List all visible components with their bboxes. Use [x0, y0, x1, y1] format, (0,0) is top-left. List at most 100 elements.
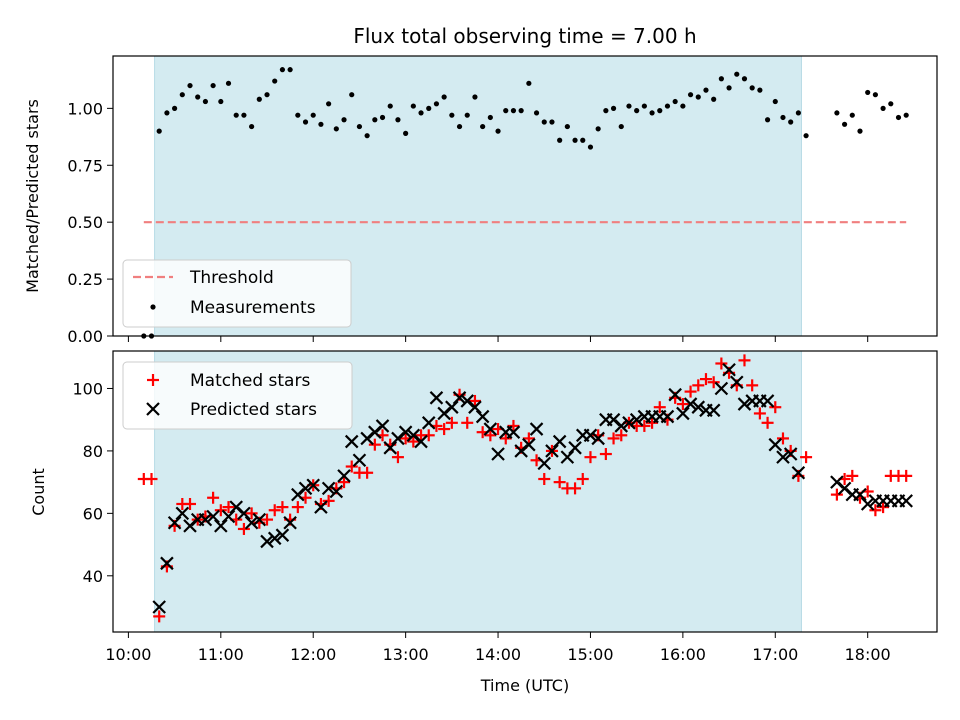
predicted-star-point	[622, 416, 636, 430]
measurement-point	[387, 103, 393, 109]
predicted-star-point	[614, 419, 629, 433]
measurement-point	[464, 112, 470, 118]
measurement-point	[179, 92, 185, 98]
measurement-point	[526, 80, 532, 86]
predicted-star-point	[167, 515, 182, 530]
top-y-axis-label: Matched/Predicted stars	[23, 99, 42, 293]
measurement-point	[264, 92, 270, 98]
matched-star-point	[207, 491, 220, 504]
measurement-point	[333, 126, 339, 132]
measurement-point	[695, 94, 701, 100]
top-legend: Threshold Measurements	[122, 259, 352, 328]
predicted-star-point	[522, 437, 536, 452]
predicted-star-point	[729, 375, 744, 390]
measurement-point	[341, 117, 347, 123]
matched-star-point	[468, 394, 481, 407]
bottom-x-tick-label: 12:00	[290, 645, 336, 664]
measurement-point	[603, 108, 609, 114]
predicted-star-point	[175, 506, 190, 521]
legend-threshold-label: Threshold	[189, 268, 274, 288]
predicted-star-point	[206, 509, 220, 524]
measurement-point	[734, 71, 740, 77]
matched-star-point	[368, 438, 381, 451]
predicted-star-point	[237, 506, 251, 521]
matched-star-point	[245, 507, 258, 520]
measurement-point	[395, 117, 401, 123]
predicted-star-point	[352, 453, 367, 468]
measurement-point	[403, 130, 409, 136]
matched-star-point	[800, 451, 813, 464]
bottom-x-axis: 10:00 11:00 12:00 13:00 14:00 15:00 16:00 17:00…	[105, 632, 891, 664]
bottom-x-tick-label: 10:00	[105, 645, 151, 664]
predicted-star-point	[491, 447, 505, 461]
measurement-point	[533, 110, 540, 116]
matched-star-point	[877, 501, 890, 514]
bottom-y-tick-label: 60	[83, 504, 103, 523]
predicted-star-point	[414, 434, 428, 449]
legend-predicted-label: Predicted stars	[190, 400, 317, 420]
predicted-star-point	[221, 509, 236, 524]
measurement-point	[626, 103, 632, 109]
matched-star-point	[484, 429, 497, 442]
predicted-star-point	[537, 456, 552, 471]
bottom-x-tick-label: 18:00	[845, 645, 891, 664]
measurement-point	[495, 128, 501, 134]
matched-star-point	[684, 385, 697, 398]
matched-star-point	[646, 416, 659, 429]
measurement-point	[772, 98, 778, 105]
measurement-point	[564, 123, 570, 130]
bottom-y-axis: 40 60 80 100	[72, 379, 113, 586]
measurement-point	[687, 92, 694, 98]
matched-star-point	[746, 379, 759, 392]
matched-star-point	[145, 473, 158, 486]
predicted-star-point	[267, 531, 282, 546]
measurement-point	[518, 108, 524, 114]
predicted-star-point	[660, 409, 675, 424]
measurement-point	[641, 103, 647, 109]
measurement-point	[218, 98, 224, 105]
measurement-point	[557, 137, 563, 143]
measurement-point	[472, 94, 478, 100]
matched-star-point	[276, 501, 289, 514]
measurement-point	[757, 87, 763, 93]
bottom-y-tick-label: 80	[83, 442, 103, 461]
measurement-point	[849, 112, 855, 118]
matched-star-point	[638, 419, 651, 432]
measurement-point	[572, 137, 578, 143]
bottom-legend-box	[122, 361, 353, 430]
measurement-point	[587, 144, 594, 150]
measurement-point	[326, 101, 332, 107]
x-axis-label: Time (UTC)	[480, 676, 569, 695]
legend-measurements-label: Measurements	[190, 298, 316, 318]
predicted-star-point	[552, 434, 567, 449]
measurement-point	[795, 110, 801, 116]
matched-star-point	[615, 429, 628, 442]
predicted-star-point	[483, 422, 498, 436]
matched-star-point	[869, 504, 882, 517]
measurement-point	[433, 101, 440, 107]
measurement-point	[310, 112, 316, 118]
predicted-star-point	[252, 512, 267, 527]
predicted-star-point	[760, 394, 775, 408]
measurement-point	[349, 92, 355, 98]
measurement-point	[187, 82, 193, 89]
measurement-point	[279, 67, 286, 73]
measurement-point	[680, 103, 686, 109]
predicted-star-point	[791, 465, 806, 480]
matched-star-point	[322, 494, 335, 507]
matched-star-point	[338, 476, 351, 489]
matched-star-point	[707, 376, 720, 389]
measurement-point	[195, 94, 201, 100]
top-x-ticks	[127, 336, 869, 342]
measurement-point	[426, 105, 432, 111]
measurement-point	[156, 128, 162, 134]
matched-star-point	[407, 435, 420, 448]
predicted-star-point	[591, 431, 605, 446]
measurement-point	[903, 112, 909, 118]
matched-star-point	[499, 432, 512, 445]
measurement-point	[580, 137, 586, 143]
matched-star-point	[222, 501, 235, 514]
matched-star-point	[576, 473, 589, 486]
measurement-point	[880, 105, 886, 111]
matched-star-point	[214, 504, 227, 517]
